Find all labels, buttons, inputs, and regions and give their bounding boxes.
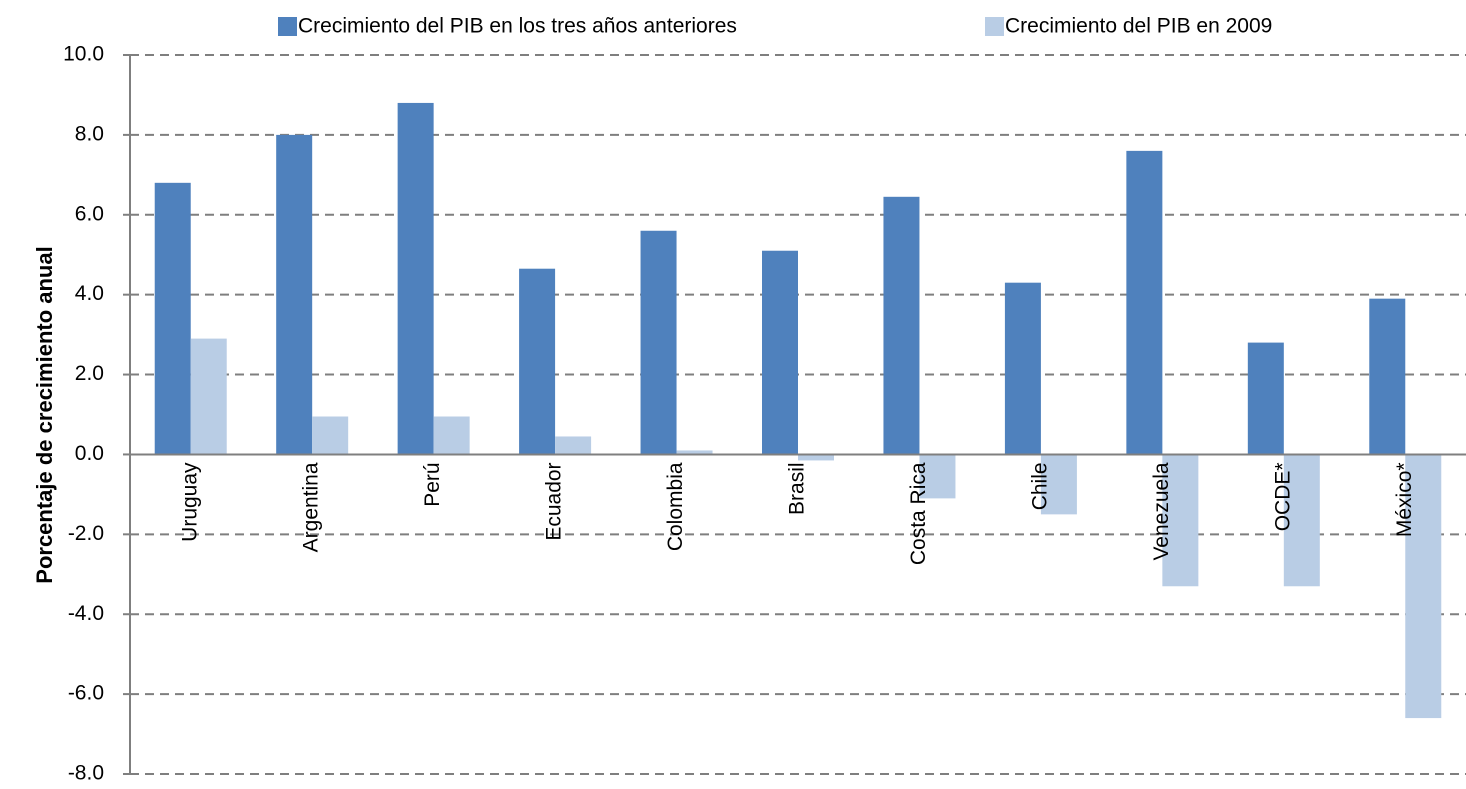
bar (397, 102, 434, 455)
x-tick-label: Colombia (664, 462, 687, 551)
bar (1405, 454, 1442, 719)
y-tick-label: 0.0 (75, 442, 104, 465)
y-tick-label: 4.0 (75, 282, 104, 305)
bar (1247, 342, 1284, 455)
bar (883, 196, 920, 455)
bar (762, 250, 798, 455)
bar (1126, 150, 1163, 455)
x-tick-label: Venezuela (1150, 462, 1173, 560)
bar (519, 268, 556, 455)
y-axis-title: Porcentaje de crecimiento anual (32, 246, 57, 583)
y-tick-label: -6.0 (68, 682, 104, 705)
x-tick-label: Costa Rica (907, 462, 930, 565)
bar (190, 338, 227, 455)
x-tick-label: Ecuador (543, 462, 566, 540)
bar (1040, 454, 1077, 515)
x-tick-label: México* (1393, 462, 1416, 537)
bar (640, 230, 677, 455)
y-tick-label: 6.0 (75, 202, 104, 225)
x-tick-label: Brasil (786, 462, 809, 515)
bar (312, 416, 349, 455)
bar (433, 416, 470, 455)
y-tick-label: -2.0 (68, 522, 104, 545)
bar (1369, 298, 1406, 455)
y-tick-label: -4.0 (68, 602, 104, 625)
x-tick-label: OCDE* (1271, 462, 1294, 531)
legend-swatch (985, 17, 1004, 36)
y-tick-label: 8.0 (75, 122, 104, 145)
x-tick-label: Perú (421, 462, 444, 506)
bar (1162, 454, 1199, 587)
x-tick-label: Chile (1028, 462, 1051, 510)
bar (919, 454, 956, 499)
bar (1004, 282, 1041, 455)
bar (676, 450, 713, 455)
bar (555, 436, 592, 455)
bar (1283, 454, 1320, 587)
y-tick-label: -8.0 (68, 762, 104, 785)
y-tick-label: 2.0 (75, 362, 104, 385)
bar (798, 454, 834, 461)
bar (276, 134, 313, 455)
legend-label: Crecimiento del PIB en los tres años ant… (298, 15, 737, 38)
y-tick-label: 10.0 (63, 43, 104, 66)
legend-swatch (278, 17, 297, 36)
x-tick-label: Uruguay (178, 462, 201, 542)
bar (154, 182, 191, 455)
legend-label: Crecimiento del PIB en 2009 (1005, 15, 1272, 38)
x-tick-label: Argentina (300, 462, 323, 552)
